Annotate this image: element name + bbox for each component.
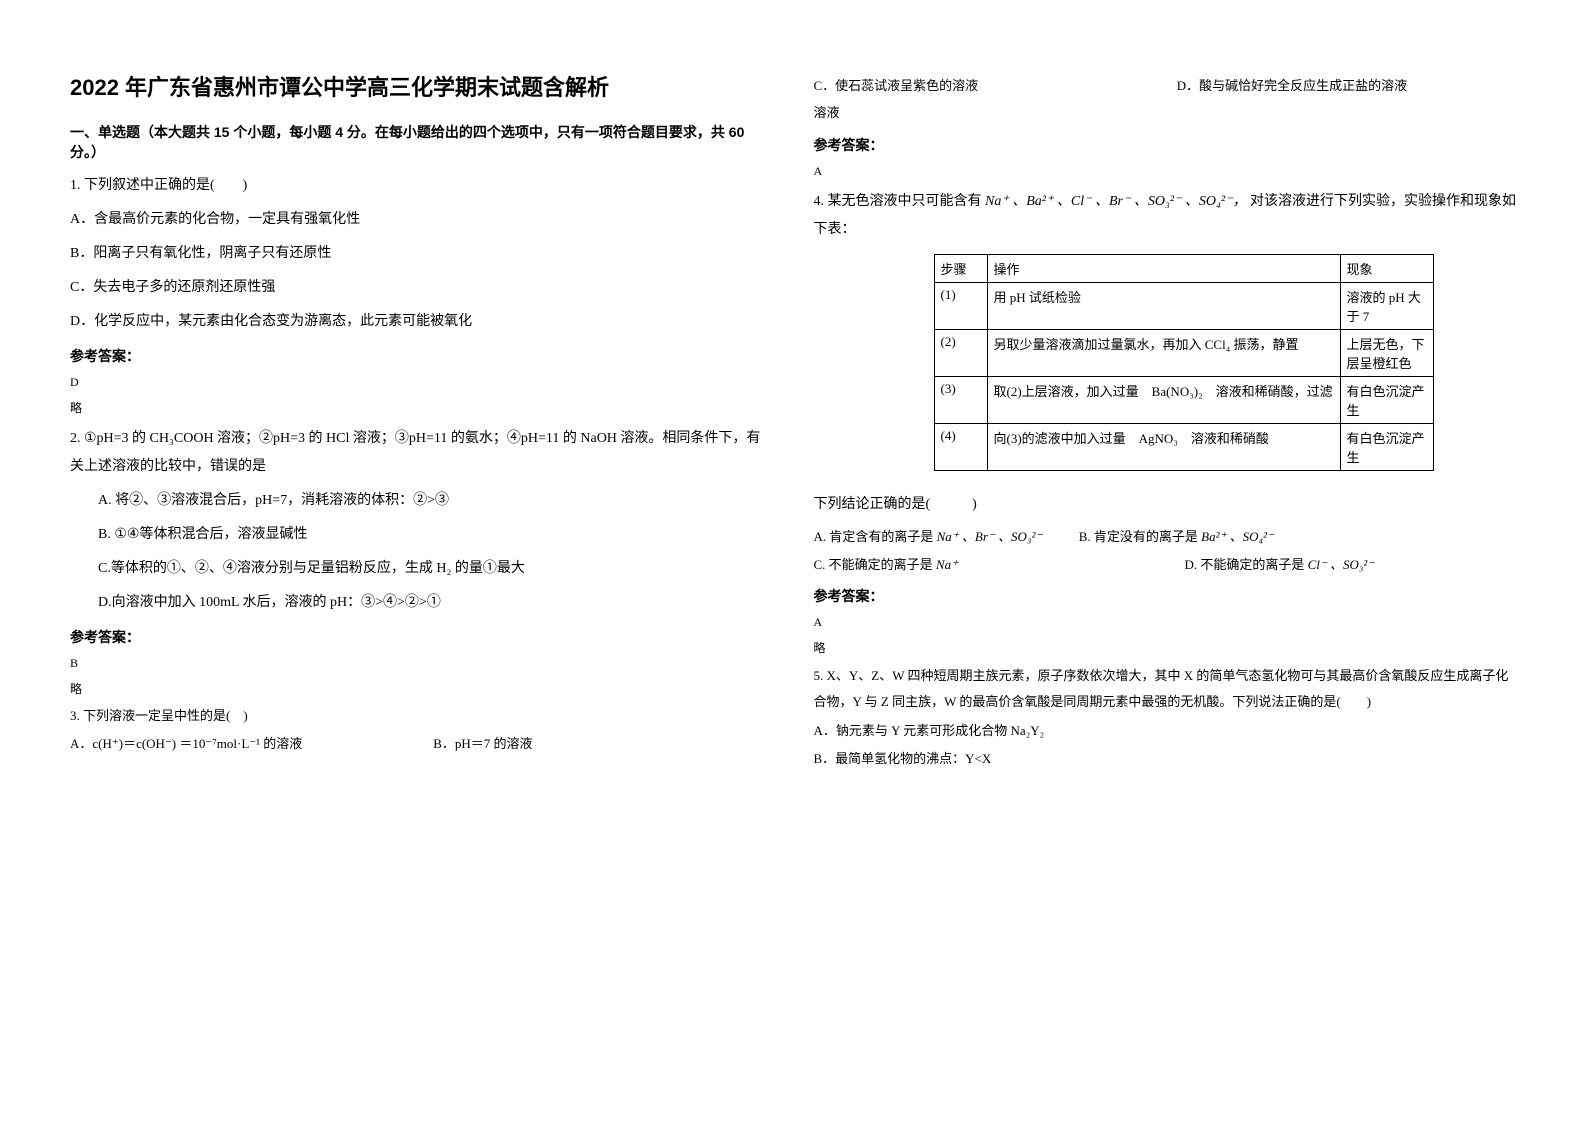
r4c2: 向(3)的滤液中加入过量 AgNO₃ 溶液和稀硝酸	[987, 424, 1340, 471]
r1c3: 溶液的 pH 大于 7	[1340, 283, 1433, 330]
th-op: 操作	[987, 255, 1340, 283]
r3c1: (3)	[934, 377, 987, 424]
q4-opt-b-label: B. 肯定没有的离子是	[1079, 529, 1201, 544]
q2-note: 略	[70, 679, 774, 701]
q3-opt-d: D．酸与碱恰好完全反应生成正盐的溶液	[1177, 78, 1407, 93]
q4-row-cd: C. 不能确定的离子是 Na⁺ D. 不能确定的离子是 Cl⁻ 、SO₃²⁻	[814, 553, 1518, 576]
q1-opt-b: B．阳离子只有氧化性，阴离子只有还原性	[70, 240, 774, 268]
table-row: (1) 用 pH 试纸检验 溶液的 pH 大于 7	[934, 283, 1433, 330]
q4-table: 步骤 操作 现象 (1) 用 pH 试纸检验 溶液的 pH 大于 7 (2) 另…	[934, 254, 1434, 471]
q1-ref-label: 参考答案：	[70, 346, 774, 366]
page: 2022 年广东省惠州市谭公中学高三化学期末试题含解析 一、单选题（本大题共 1…	[0, 0, 1587, 1122]
table-row: (2) 另取少量溶液滴加过量氯水，再加入 CCl₄ 振荡，静置 上层无色，下层呈…	[934, 330, 1433, 377]
q3-ref-label: 参考答案：	[814, 135, 1518, 155]
r2c2: 另取少量溶液滴加过量氯水，再加入 CCl₄ 振荡，静置	[987, 330, 1340, 377]
q4-conclusion: 下列结论正确的是( )	[814, 491, 1518, 519]
q3-row-cd: C．使石蕊试液呈紫色的溶液 D．酸与碱恰好完全反应生成正盐的溶液	[814, 74, 1518, 97]
q3-row-ab: A．c(H⁺)＝c(OH⁻) ＝10⁻⁷mol·L⁻¹ 的溶液 B．pH＝7 的…	[70, 732, 774, 755]
q1-opt-c: C．失去电子多的还原剂还原性强	[70, 274, 774, 302]
q4-opt-c-label: C. 不能确定的离子是	[814, 557, 936, 572]
r2c1: (2)	[934, 330, 987, 377]
q2-opt-b: B. ①④等体积混合后，溶液显碱性	[70, 521, 774, 549]
th-step: 步骤	[934, 255, 987, 283]
q2-opt-a: A. 将②、③溶液混合后，pH=7，消耗溶液的体积：②>③	[70, 487, 774, 515]
q4-opt-d-ions: Cl⁻ 、SO₃²⁻	[1308, 557, 1375, 572]
q2-ref-label: 参考答案：	[70, 627, 774, 647]
q4-opt-a-label: A. 肯定含有的离子是	[814, 529, 937, 544]
r1c1: (1)	[934, 283, 987, 330]
q4-answer: A	[814, 612, 1518, 634]
r1c2: 用 pH 试纸检验	[987, 283, 1340, 330]
q5-opt-b: B．最简单氢化物的沸点：Y<X	[814, 747, 1518, 770]
q4-stem1: 4. 某无色溶液中只可能含有	[814, 194, 982, 209]
q4-note: 略	[814, 638, 1518, 660]
q4-ions: Na⁺ 、Ba²⁺ 、Cl⁻ 、Br⁻ 、SO₃²⁻ 、SO₄²⁻，	[985, 194, 1247, 209]
q1-note: 略	[70, 398, 774, 420]
q5-opt-a: A．钠元素与 Y 元素可形成化合物 Na₂Y₂	[814, 719, 1518, 742]
r2c3: 上层无色，下层呈橙红色	[1340, 330, 1433, 377]
r3c2: 取(2)上层溶液，加入过量 Ba(NO₃)₂ 溶液和稀硝酸，过滤	[987, 377, 1340, 424]
q3-answer: A	[814, 161, 1518, 183]
table-row: (3) 取(2)上层溶液，加入过量 Ba(NO₃)₂ 溶液和稀硝酸，过滤 有白色…	[934, 377, 1433, 424]
q4-opt-c-ions: Na⁺	[936, 557, 958, 572]
table-row: (4) 向(3)的滤液中加入过量 AgNO₃ 溶液和稀硝酸 有白色沉淀产生	[934, 424, 1433, 471]
r3c3: 有白色沉淀产生	[1340, 377, 1433, 424]
q4-opt-b-ions: Ba²⁺ 、SO₄²⁻	[1201, 529, 1274, 544]
q5-stem: 5. X、Y、Z、W 四种短周期主族元素，原子序数依次增大，其中 X 的简单气态…	[814, 663, 1518, 715]
q3-stem: 3. 下列溶液一定呈中性的是( )	[70, 704, 774, 727]
q2-opt-d: D.向溶液中加入 100mL 水后，溶液的 pH：③>④>②>①	[70, 589, 774, 617]
q3-opt-c: C．使石蕊试液呈紫色的溶液	[814, 74, 1174, 97]
q1-answer: D	[70, 372, 774, 394]
q3-opt-b: B．pH＝7 的溶液	[433, 736, 532, 751]
q4-opt-d-label: D. 不能确定的离子是	[1184, 557, 1307, 572]
th-phenom: 现象	[1340, 255, 1433, 283]
r4c1: (4)	[934, 424, 987, 471]
r4c3: 有白色沉淀产生	[1340, 424, 1433, 471]
q4-row-ab: A. 肯定含有的离子是 Na⁺ 、Br⁻ 、SO₃²⁻ B. 肯定没有的离子是 …	[814, 525, 1518, 548]
q2-answer: B	[70, 653, 774, 675]
q1-opt-d: D．化学反应中，某元素由化合态变为游离态，此元素可能被氧化	[70, 308, 774, 336]
doc-title: 2022 年广东省惠州市谭公中学高三化学期末试题含解析	[70, 70, 774, 102]
left-column: 2022 年广东省惠州市谭公中学高三化学期末试题含解析 一、单选题（本大题共 1…	[50, 70, 794, 1092]
q2-opt-c: C.等体积的①、②、④溶液分别与足量铝粉反应，生成 H₂ 的量①最大	[70, 555, 774, 583]
q4-stem: 4. 某无色溶液中只可能含有 Na⁺ 、Ba²⁺ 、Cl⁻ 、Br⁻ 、SO₃²…	[814, 188, 1518, 244]
q4-opt-a-ions: Na⁺ 、Br⁻ 、SO₃²⁻	[937, 529, 1043, 544]
q1-opt-a: A．含最高价元素的化合物，一定具有强氧化性	[70, 206, 774, 234]
table-header-row: 步骤 操作 现象	[934, 255, 1433, 283]
q1-stem: 1. 下列叙述中正确的是( )	[70, 172, 774, 200]
q4-ref-label: 参考答案：	[814, 586, 1518, 606]
q2-stem: 2. ①pH=3 的 CH₃COOH 溶液；②pH=3 的 HCl 溶液；③pH…	[70, 425, 774, 481]
q3-solution-word: 溶液	[814, 101, 1518, 124]
right-column: C．使石蕊试液呈紫色的溶液 D．酸与碱恰好完全反应生成正盐的溶液 溶液 参考答案…	[794, 70, 1538, 1092]
q3-opt-a: A．c(H⁺)＝c(OH⁻) ＝10⁻⁷mol·L⁻¹ 的溶液	[70, 732, 430, 755]
section-heading: 一、单选题（本大题共 15 个小题，每小题 4 分。在每小题给出的四个选项中，只…	[70, 122, 774, 162]
